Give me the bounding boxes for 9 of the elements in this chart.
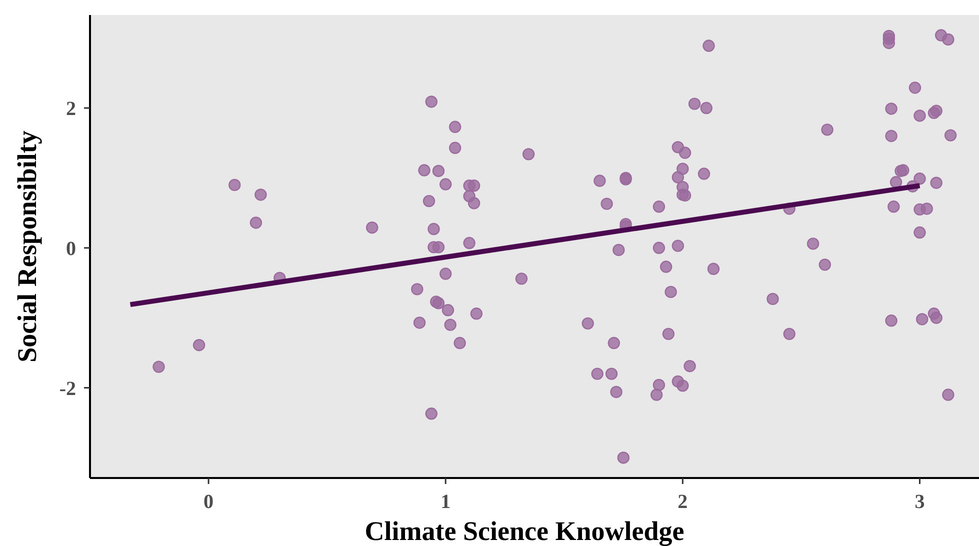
y-tick-label: -2 xyxy=(59,378,76,400)
x-tick-label: 1 xyxy=(440,491,451,513)
x-tick-label: 0 xyxy=(204,491,214,513)
x-tick-label: 3 xyxy=(914,491,925,513)
y-tick-label: 0 xyxy=(66,238,76,260)
y-tick-label: 2 xyxy=(66,98,76,120)
y-axis-title: Social Responsibilty xyxy=(12,130,42,362)
x-axis-title: Climate Science Knowledge xyxy=(364,516,684,546)
x-tick-label: 2 xyxy=(678,491,688,513)
